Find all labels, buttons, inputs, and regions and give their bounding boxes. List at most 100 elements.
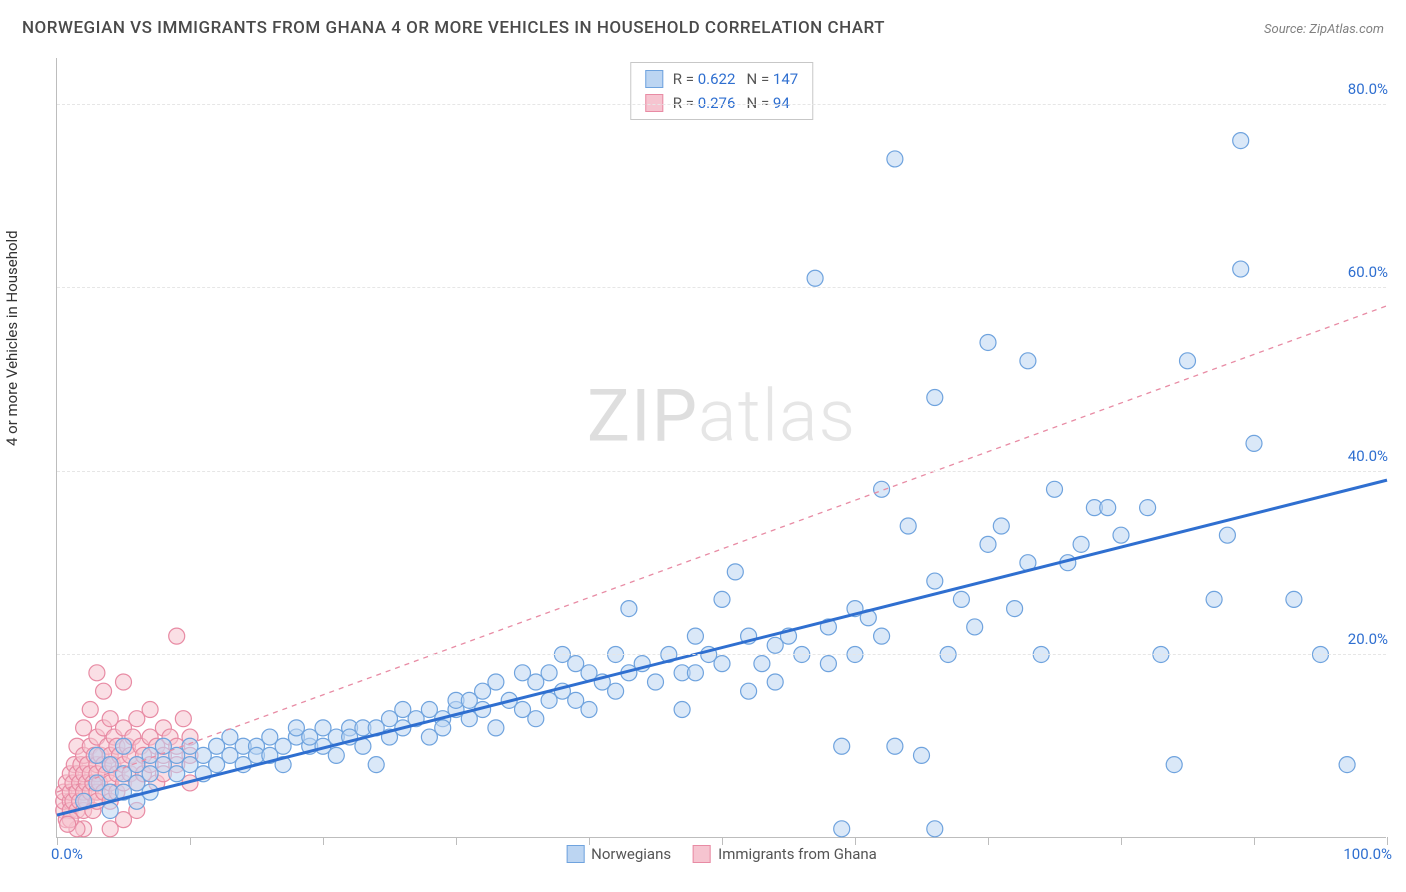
data-point — [874, 481, 890, 497]
trend-line — [57, 480, 1387, 815]
legend-swatch — [693, 845, 711, 863]
y-tick-label: 60.0% — [1348, 263, 1388, 281]
data-point — [1113, 527, 1129, 543]
data-point — [328, 747, 344, 763]
x-tick — [988, 837, 989, 845]
data-point — [169, 628, 185, 644]
gridline — [57, 471, 1386, 472]
legend-stats: R = 0.622 N = 147 — [673, 67, 798, 91]
data-point — [727, 564, 743, 580]
data-point — [621, 601, 637, 617]
data-point — [142, 766, 158, 782]
legend-series: Norwegians Immigrants from Ghana — [566, 845, 877, 863]
data-point — [1233, 261, 1249, 277]
data-point — [648, 674, 664, 690]
data-point — [541, 665, 557, 681]
data-point — [488, 720, 504, 736]
x-tick — [1121, 837, 1122, 845]
trend-line — [57, 306, 1387, 792]
data-point — [175, 711, 191, 727]
data-point — [714, 656, 730, 672]
data-point — [820, 656, 836, 672]
legend-item: Norwegians — [566, 845, 671, 863]
data-point — [116, 674, 132, 690]
data-point — [1073, 536, 1089, 552]
x-tick — [323, 837, 324, 845]
data-point — [528, 711, 544, 727]
y-tick-label: 80.0% — [1348, 80, 1388, 98]
data-point — [927, 573, 943, 589]
data-point — [1166, 757, 1182, 773]
y-axis-label: 4 or more Vehicles in Household — [3, 230, 21, 446]
x-tick — [722, 837, 723, 845]
data-point — [82, 702, 98, 718]
data-point — [89, 747, 105, 763]
data-point — [687, 628, 703, 644]
data-point — [1219, 527, 1235, 543]
data-point — [900, 518, 916, 534]
legend-swatch — [566, 845, 584, 863]
data-point — [1100, 500, 1116, 516]
data-point — [993, 518, 1009, 534]
data-point — [687, 665, 703, 681]
chart-plot-area: ZIPatlas R = 0.622 N = 147R = 0.276 N = … — [56, 58, 1386, 838]
data-point — [142, 702, 158, 718]
data-point — [1339, 757, 1355, 773]
legend-row: R = 0.622 N = 147 — [645, 67, 798, 91]
data-point — [741, 683, 757, 699]
data-point — [368, 757, 384, 773]
gridline — [57, 654, 1386, 655]
data-point — [714, 591, 730, 607]
x-tick — [855, 837, 856, 845]
legend-swatch — [645, 70, 663, 88]
x-tick — [589, 837, 590, 845]
data-point — [60, 816, 76, 832]
x-max-label: 100.0% — [1343, 845, 1392, 863]
data-point — [980, 334, 996, 350]
data-point — [953, 591, 969, 607]
gridline — [57, 287, 1386, 288]
scatter-svg — [57, 58, 1386, 837]
data-point — [1286, 591, 1302, 607]
legend-item: Immigrants from Ghana — [693, 845, 877, 863]
data-point — [581, 702, 597, 718]
y-tick-label: 20.0% — [1348, 630, 1388, 648]
data-point — [608, 683, 624, 699]
data-point — [807, 270, 823, 286]
data-point — [1180, 353, 1196, 369]
data-point — [1007, 601, 1023, 617]
data-point — [887, 738, 903, 754]
x-tick — [190, 837, 191, 845]
x-min-label: 0.0% — [51, 845, 83, 863]
data-point — [1206, 591, 1222, 607]
data-point — [980, 536, 996, 552]
chart-title: NORWEGIAN VS IMMIGRANTS FROM GHANA 4 OR … — [22, 18, 885, 38]
data-point — [1246, 435, 1262, 451]
source-label: Source: ZipAtlas.com — [1264, 22, 1384, 37]
data-point — [1020, 353, 1036, 369]
x-tick — [456, 837, 457, 845]
y-tick-label: 40.0% — [1348, 447, 1388, 465]
data-point — [1140, 500, 1156, 516]
data-point — [1047, 481, 1063, 497]
x-tick — [1254, 837, 1255, 845]
data-point — [834, 821, 850, 837]
data-point — [1233, 133, 1249, 149]
legend-label: Immigrants from Ghana — [718, 845, 877, 863]
data-point — [116, 738, 132, 754]
data-point — [927, 390, 943, 406]
data-point — [967, 619, 983, 635]
gridline — [57, 104, 1386, 105]
x-tick — [57, 837, 58, 845]
legend-label: Norwegians — [591, 845, 671, 863]
data-point — [767, 674, 783, 690]
x-tick — [1387, 837, 1388, 845]
data-point — [435, 720, 451, 736]
data-point — [96, 683, 112, 699]
data-point — [754, 656, 770, 672]
data-point — [927, 821, 943, 837]
data-point — [674, 702, 690, 718]
data-point — [887, 151, 903, 167]
data-point — [89, 665, 105, 681]
data-point — [488, 674, 504, 690]
